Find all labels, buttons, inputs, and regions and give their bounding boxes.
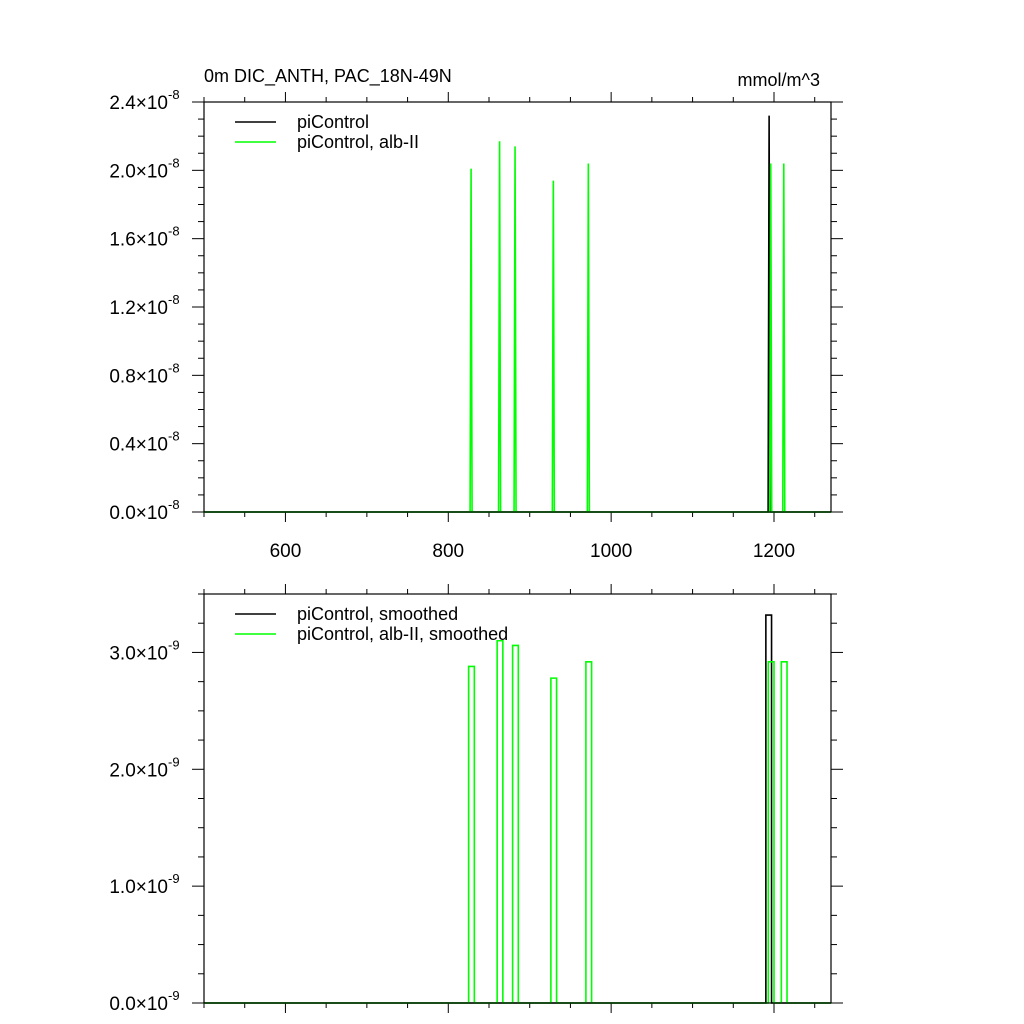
x-tick-label: 1200 xyxy=(753,541,795,562)
top-panel: 0m DIC_ANTH, PAC_18N-49N mmol/m^3 600 800… xyxy=(109,66,843,562)
series-line-picontrol xyxy=(204,614,831,1004)
y-tick-label: 2.4×10 xyxy=(109,93,168,114)
y-tick-exponent: -8 xyxy=(168,224,180,239)
units-label: mmol/m^3 xyxy=(738,70,820,90)
y-tick-label: 0.4×10 xyxy=(109,435,168,456)
x-tick-label: 600 xyxy=(270,541,302,562)
y-tick-exponent: -8 xyxy=(168,429,180,444)
y-tick-exponent: -8 xyxy=(168,497,180,512)
series-line-picontrol xyxy=(204,115,831,513)
series-line-picontrol-alb-ii xyxy=(204,141,831,513)
y-tick-label: 0.0×10 xyxy=(109,503,168,524)
y-tick-exponent: -8 xyxy=(168,360,180,375)
bottom-panel: 0.0×10 -91.0×10 -92.0×10 -93.0×10 -9 piContr… xyxy=(109,584,843,1015)
y-tick-label: 0.0×10 xyxy=(109,994,168,1015)
y-tick-exponent: -8 xyxy=(168,292,180,307)
y-tick-label: 2.0×10 xyxy=(109,161,168,182)
top-plot-frame xyxy=(203,101,832,513)
legend-label: piControl, smoothed xyxy=(297,604,458,624)
bottom-plot-frame xyxy=(203,593,832,1004)
legend-label: piControl, alb-II, smoothed xyxy=(297,624,508,644)
y-tick-label: 2.0×10 xyxy=(109,760,168,781)
legend-label: piControl, alb-II xyxy=(297,132,419,152)
x-tick-label: 1000 xyxy=(590,541,632,562)
y-tick-label: 0.8×10 xyxy=(109,366,168,387)
y-tick-exponent: -9 xyxy=(168,988,180,1003)
y-tick-label: 1.0×10 xyxy=(109,877,168,898)
chart-title: 0m DIC_ANTH, PAC_18N-49N xyxy=(204,66,452,87)
y-tick-label: 1.6×10 xyxy=(109,230,168,251)
y-tick-exponent: -9 xyxy=(168,637,180,652)
series-line-picontrol-alb-ii xyxy=(204,639,831,1004)
legend-label: piControl xyxy=(297,112,369,132)
y-tick-exponent: -9 xyxy=(168,754,180,769)
y-tick-label: 3.0×10 xyxy=(109,643,168,664)
y-tick-exponent: -8 xyxy=(168,87,180,102)
y-tick-exponent: -8 xyxy=(168,155,180,170)
x-tick-label: 800 xyxy=(432,541,464,562)
y-tick-label: 1.2×10 xyxy=(109,298,168,319)
y-tick-exponent: -9 xyxy=(168,871,180,886)
